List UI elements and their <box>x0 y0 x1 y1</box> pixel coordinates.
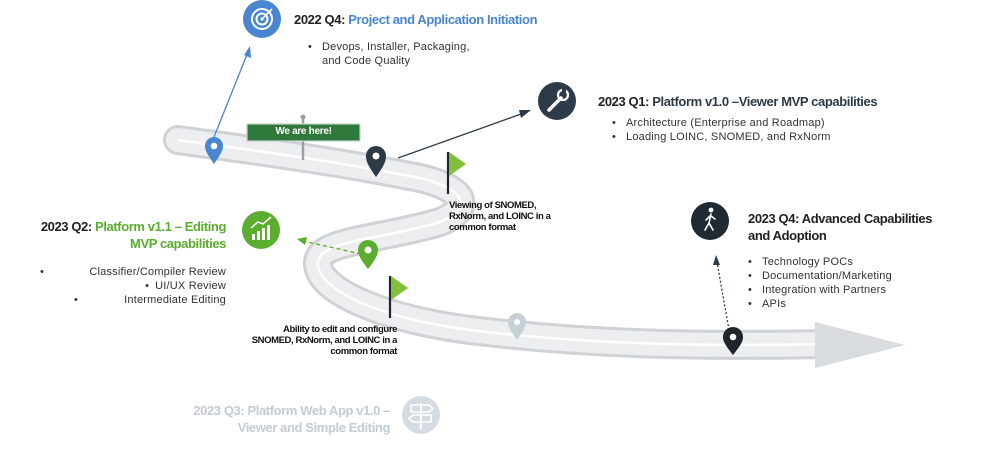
note-viewing: Viewing of SNOMED, RxNorm, and LOINC in … <box>449 200 551 233</box>
bullet-item: Technology POCs <box>748 255 962 269</box>
bullet-item: • Intermediate Editing <box>74 294 226 306</box>
bullet-item: Documentation/Marketing <box>748 269 962 283</box>
milestone-2023-q2-name-line1: Platform v1.1 – Editing <box>95 219 226 234</box>
milestone-2023-q2-bullets: • Classifier/Compiler Review • UI/UX Revie… <box>40 265 226 307</box>
bullet-item: Loading LOINC, SNOMED, and RxNorm <box>612 130 926 144</box>
milestone-2023-q4-line1: 2023 Q4: Advanced Capabilities <box>748 211 933 226</box>
target-icon <box>243 0 281 38</box>
bullet-item: Devops, Installer, Packaging, <box>308 40 522 54</box>
note-line: common format <box>330 346 397 357</box>
milestone-2023-q4-title: 2023 Q4: Advanced Capabilities and Adopt… <box>748 210 932 244</box>
map-pin-green <box>358 240 378 269</box>
flag-icon-viewing <box>446 152 466 194</box>
bullet-item: APIs <box>748 297 962 311</box>
walking-person-icon <box>691 202 729 240</box>
milestone-2022-q4-name: Project and Application Initiation <box>348 12 538 27</box>
note-line: Viewing of SNOMED, <box>449 200 537 211</box>
milestone-2023-q3-title: 2023 Q3: Platform Web App v1.0 – Viewer … <box>150 402 390 436</box>
sign-label: We are here! <box>275 126 332 137</box>
milestone-2023-q1-title: 2023 Q1: Platform v1.0 –Viewer MVP capab… <box>598 94 878 109</box>
milestone-2023-q3-line1: 2023 Q3: Platform Web App v1.0 – <box>193 403 390 418</box>
wrench-icon <box>538 82 576 120</box>
map-pin-dark <box>366 146 386 177</box>
map-pin-faded <box>508 313 526 340</box>
growth-chart-icon <box>242 211 280 249</box>
road-arrowhead <box>815 322 905 368</box>
bullet-item: Integration with Partners <box>748 283 962 297</box>
map-pin-dark-end <box>723 327 743 355</box>
milestone-2023-q4-line2: and Adoption <box>748 228 827 243</box>
connector-arrows <box>213 46 730 331</box>
milestone-2022-q4-period: 2022 Q4: <box>294 12 346 27</box>
winding-road <box>163 125 905 368</box>
note-line: SNOMED, RxNorm, and LOINC in a <box>251 335 398 346</box>
we-are-here-sign <box>246 114 361 160</box>
milestone-2022-q4-title: 2022 Q4: Project and Application Initiat… <box>294 12 538 27</box>
bullet-item: • UI/UX Review <box>145 280 226 292</box>
milestone-2023-q3-line2: Viewer and Simple Editing <box>237 420 391 435</box>
arrow-to-2023-q2 <box>302 240 362 255</box>
note-line: RxNorm, and LOINC in a <box>449 211 551 222</box>
arrow-to-2023-q1 <box>397 112 525 159</box>
bullet-continuation: and Code Quality <box>322 55 411 67</box>
milestone-2023-q1-bullets: Architecture (Enterprise and Roadmap) Lo… <box>612 116 926 144</box>
milestone-2022-q4-bullets: Devops, Installer, Packaging, and Code Q… <box>308 40 522 68</box>
bullet-item: • Classifier/Compiler Review <box>40 266 226 278</box>
flag-icon-editing <box>388 276 408 318</box>
bullet-item: Architecture (Enterprise and Roadmap) <box>612 116 926 130</box>
milestone-2023-q1-name: Platform v1.0 –Viewer MVP capabilities <box>652 94 878 109</box>
note-editing: Ability to edit and configure SNOMED, Rx… <box>222 324 398 357</box>
signpost-icon <box>402 396 440 434</box>
milestone-2023-q4-bullets: Technology POCs Documentation/Marketing … <box>748 255 962 311</box>
note-line: Ability to edit and configure <box>282 324 397 335</box>
milestone-2023-q2-name-line2: MVP capabilities <box>130 236 226 251</box>
arrow-to-2023-q4 <box>716 261 730 331</box>
milestone-2023-q2-title: 2023 Q2: Platform v1.1 – Editing MVP cap… <box>14 218 227 252</box>
arrow-to-2022-q4 <box>213 51 249 138</box>
milestone-2023-q1-period: 2023 Q1: <box>598 94 650 109</box>
note-line: common format <box>449 222 516 233</box>
map-pin-blue <box>205 137 223 164</box>
milestone-2023-q2-period: 2023 Q2: <box>40 219 92 234</box>
